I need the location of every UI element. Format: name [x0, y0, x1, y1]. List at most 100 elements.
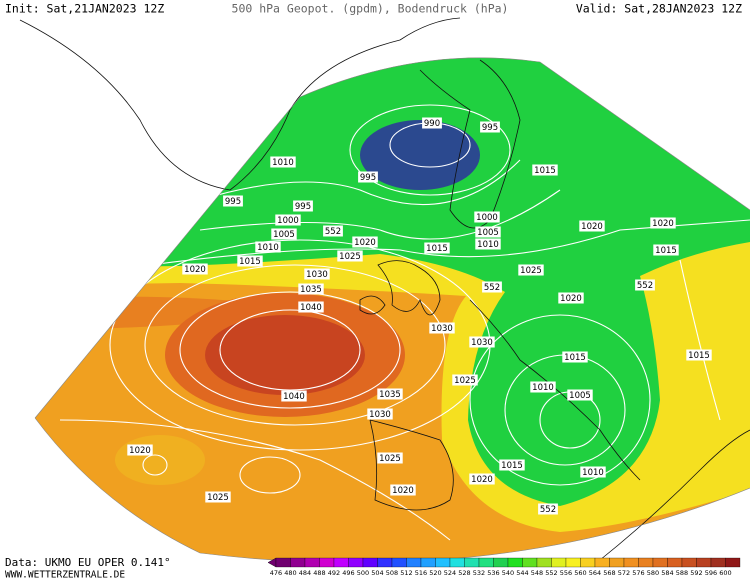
isobar-label: 1020	[652, 219, 674, 229]
colorbar-swatch	[638, 557, 654, 568]
isobar-label-box	[480, 121, 500, 133]
colorbar-label: 540	[502, 569, 514, 577]
field-band	[115, 435, 205, 485]
isobar-label: 1005	[569, 391, 591, 401]
colorbar-label: 600	[719, 569, 731, 577]
isobar-label-box	[298, 283, 324, 295]
isobar-label-box	[304, 268, 330, 280]
isobar-label-box	[424, 242, 450, 254]
colorbar-label: 572	[618, 569, 630, 577]
isobar-label-box	[271, 228, 297, 240]
colorbar-label: 592	[690, 569, 702, 577]
colorbar-swatch	[391, 557, 407, 568]
isobar-label: 1035	[300, 285, 322, 295]
valid-time: Valid: Sat,28JAN2023 12Z	[576, 2, 742, 16]
isobar-label-box	[469, 473, 495, 485]
isobar-label-box	[474, 211, 500, 223]
isobar-label: 1010	[477, 240, 499, 250]
colorbar-label: 552	[545, 569, 557, 577]
isobar-label: 990	[424, 119, 440, 129]
colorbar-swatch	[493, 557, 509, 568]
isobar-label: 1000	[476, 213, 498, 223]
isobar-label-box	[270, 156, 296, 168]
isobar-label-box	[532, 164, 558, 176]
colorbar-label: 580	[647, 569, 659, 577]
isobar-label: 995	[295, 202, 311, 212]
isobar	[199, 159, 521, 206]
isobar-label-box	[255, 241, 281, 253]
isobar-label-box	[367, 408, 393, 420]
isobar-label: 1015	[688, 351, 710, 361]
colorbar-swatch	[348, 557, 364, 568]
colorbar-label: 516	[415, 569, 427, 577]
isobar-label: 1020	[581, 222, 603, 232]
colorbar-label: 492	[328, 569, 340, 577]
isobar-label: 1030	[306, 270, 328, 280]
colorbar-label: 556	[560, 569, 572, 577]
isobar-label: 1040	[300, 303, 322, 313]
colorbar-label: 584	[661, 569, 673, 577]
isobar-label: 1025	[339, 252, 361, 262]
colorbar-label: 500	[357, 569, 369, 577]
colorbar-swatch	[623, 557, 639, 568]
colorbar-label: 532	[473, 569, 485, 577]
coastline	[419, 59, 521, 229]
isobar-label-box	[281, 390, 307, 402]
isobar-label-box	[298, 301, 324, 313]
isobar-label-box	[475, 226, 501, 238]
isobar-label-box	[558, 292, 584, 304]
isobar-label: 1025	[379, 454, 401, 464]
init-time: Init: Sat,21JAN2023 12Z	[5, 2, 164, 16]
isobar-label: 1015	[564, 353, 586, 363]
colorbar-swatch	[435, 557, 451, 568]
colorbar-swatch	[406, 557, 422, 568]
isobar	[59, 419, 451, 541]
colorbar-label: 536	[487, 569, 499, 577]
field-high	[205, 315, 365, 395]
isobar-label-box	[635, 279, 655, 291]
colorbar-swatch	[710, 557, 726, 568]
colorbar-label: 528	[458, 569, 470, 577]
isobar-label: 552	[637, 281, 653, 291]
colorbar-label: 520	[429, 569, 441, 577]
isobar-label-box	[205, 491, 231, 503]
colorbar-swatch	[609, 557, 625, 568]
isobar	[142, 454, 168, 476]
isobar-label: 1025	[207, 493, 229, 503]
isobar	[679, 259, 721, 421]
isobar-label: 552	[540, 505, 556, 515]
colorbar-swatch	[594, 557, 610, 568]
isobar-label-box	[390, 484, 416, 496]
isobar-label-box	[482, 281, 502, 293]
colorbar-swatch	[464, 557, 480, 568]
colorbar-label: 596	[705, 569, 717, 577]
isobar-label: 1035	[379, 390, 401, 400]
isobar-label: 1010	[532, 383, 554, 393]
colorbar-swatch	[319, 557, 335, 568]
colorbar-swatch	[696, 557, 712, 568]
colorbar-label: 476	[270, 569, 282, 577]
colorbar-label: 496	[342, 569, 354, 577]
isobar-label-box	[452, 374, 478, 386]
isobar-label-box	[579, 220, 605, 232]
isobar	[219, 309, 361, 391]
colorbar-label: 488	[313, 569, 325, 577]
colorbar-swatch	[725, 557, 741, 568]
colorbar-swatch	[275, 557, 291, 568]
isobar-label-box	[337, 250, 363, 262]
isobar	[349, 104, 511, 196]
colorbar-label: 504	[371, 569, 383, 577]
isobar-label-box	[127, 444, 153, 456]
map-title: 500 hPa Geopot. (gpdm), Bodendruck (hPa)	[232, 2, 509, 16]
isobar-label-box	[275, 214, 301, 226]
isobar-label-box	[538, 503, 558, 515]
colorbar-label: 484	[299, 569, 311, 577]
colorbar-label: 544	[516, 569, 528, 577]
colorbar-label: 480	[284, 569, 296, 577]
isobar-label: 1025	[520, 266, 542, 276]
isobar-label: 1020	[129, 446, 151, 456]
isobar-labels: 990 995 1010 995 995 995 1000 1005 1010 552 1020 10…	[127, 117, 712, 515]
isobar-label: 1010	[582, 468, 604, 478]
colorbar: 476 480 484 488 492 496 500 504 508 512 516 520 524 5…	[267, 557, 741, 577]
isobar-label: 1020	[354, 238, 376, 248]
